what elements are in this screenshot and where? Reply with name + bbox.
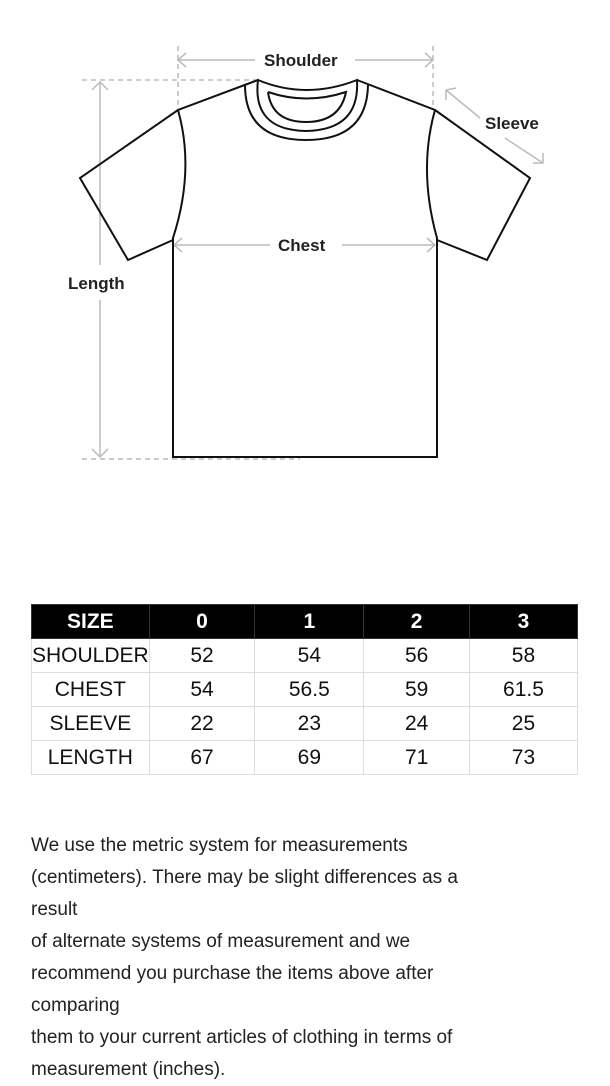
table-row: CHEST 54 56.5 59 61.5 [31,672,579,707]
table-cell: 54 [148,672,256,707]
notes-line: result [31,899,78,920]
notes-line: (centimeters). There may be slight diffe… [31,867,458,888]
header-cell: 1 [254,604,365,639]
size-chart-table: SIZE 0 1 2 3 SHOULDER 52 54 56 58 CHEST 54 56.5… [31,604,579,775]
row-label: SHOULDER [31,638,150,673]
table-cell: 61.5 [468,672,579,707]
notes-line: We use the metric system for measurement… [31,835,408,856]
table-cell: 71 [363,740,470,775]
table-cell: 67 [148,740,256,775]
tshirt-diagram [78,46,544,460]
table-cell: 56 [363,638,470,673]
notes-line: of alternate systems of measurement and … [31,931,411,952]
table-cell: 59 [363,672,470,707]
header-cell: 3 [468,604,579,639]
sleeve-label: Sleeve [481,114,543,134]
table-cell: 24 [363,706,470,741]
table-cell: 58 [468,638,579,673]
table-row: SHOULDER 52 54 56 58 [31,638,579,673]
table-cell: 73 [468,740,579,775]
table-cell: 69 [254,740,365,775]
row-label: LENGTH [31,740,150,775]
table-cell: 54 [254,638,365,673]
length-label: Length [64,274,129,294]
measurement-notes: We use the metric system for measurement… [31,830,591,1086]
notes-line: them to your current articles of clothin… [31,1027,453,1048]
table-cell: 25 [468,706,579,741]
notes-line: comparing [31,995,120,1016]
table-cell: 52 [148,638,256,673]
table-cell: 23 [254,706,365,741]
chest-label: Chest [274,236,330,256]
table-header-row: SIZE 0 1 2 3 [31,604,579,639]
header-cell: SIZE [31,604,150,639]
table-row: SLEEVE 22 23 24 25 [31,706,579,741]
header-cell: 0 [148,604,256,639]
table-cell: 22 [148,706,256,741]
notes-line: measurement (inches). [31,1059,226,1080]
header-cell: 2 [363,604,470,639]
notes-line: recommend you purchase the items above a… [31,963,434,984]
row-label: SLEEVE [31,706,150,741]
table-cell: 56.5 [254,672,365,707]
row-label: CHEST [31,672,150,707]
table-row: LENGTH 67 69 71 73 [31,740,579,775]
shoulder-label: Shoulder [260,51,342,71]
